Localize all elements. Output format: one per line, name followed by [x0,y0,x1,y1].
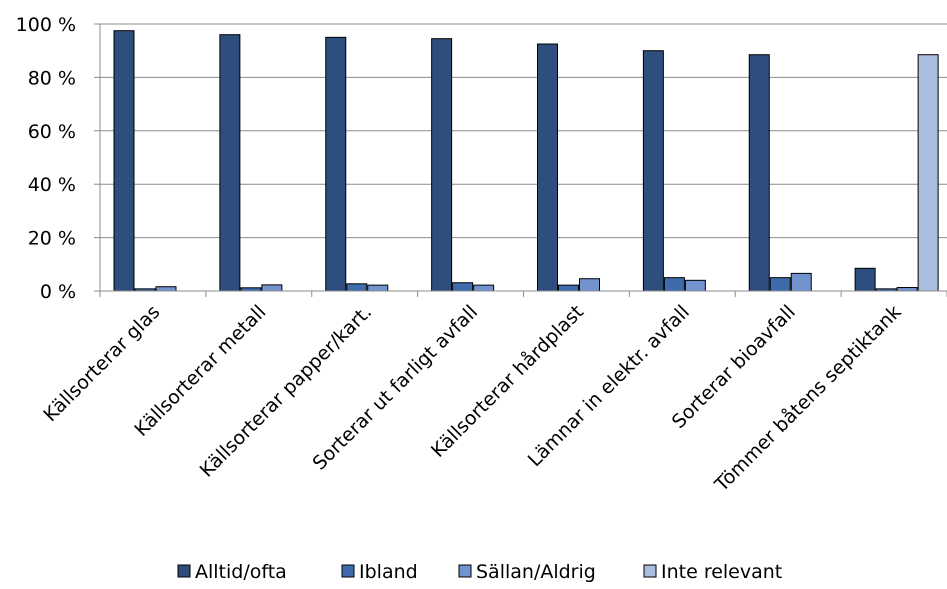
bar [896,287,918,292]
legend-swatch [458,564,472,578]
bar [473,284,495,292]
bar [367,284,389,292]
bar [558,284,579,292]
legend-swatch [341,564,355,578]
legend: Alltid/ofta Ibland Sällan/Aldrig Inte relev… [177,561,782,583]
legend-item: Alltid/ofta [177,561,287,583]
y-tick-label: 60 % [28,121,76,143]
bar [155,286,177,292]
legend-label: Inte relevant [661,561,782,583]
bar [219,34,241,292]
y-tick-label: 0 % [40,281,76,303]
legend-label: Ibland [359,561,418,583]
bar [663,277,685,292]
bar [769,277,791,292]
gridlines [94,23,947,292]
y-tick-label: 80 % [28,67,76,89]
legend-swatch [177,564,191,578]
bar [346,283,368,292]
y-tick-label: 20 % [28,228,76,250]
bar [642,50,664,292]
bar [684,279,706,292]
bar [261,284,283,292]
bar [113,30,135,292]
bar [854,267,876,292]
bar [452,282,474,292]
axes [99,24,947,297]
bar [325,36,347,292]
legend-item: Sällan/Aldrig [458,561,596,583]
legend-item: Inte relevant [643,561,782,583]
legend-label: Sällan/Aldrig [476,561,596,583]
bar [579,278,600,292]
bar [537,43,558,292]
category-label: Källsorterar papper/kart. [196,301,377,482]
y-axis-tick-labels: 0 % 20 % 40 % 60 % 80 % 100 % [16,14,76,303]
legend-label: Alltid/ofta [195,561,287,583]
y-tick-label: 100 % [16,14,76,36]
legend-swatch [643,564,657,578]
bars [113,30,939,292]
bar [917,54,939,292]
category-label: Källsorterar glas [39,301,164,426]
bar [431,38,453,292]
bar [790,272,812,292]
y-tick-label: 40 % [28,174,76,196]
category-label: Tömmer båtens septiktank [709,300,905,496]
legend-item: Ibland [341,561,418,583]
bar [748,54,770,292]
